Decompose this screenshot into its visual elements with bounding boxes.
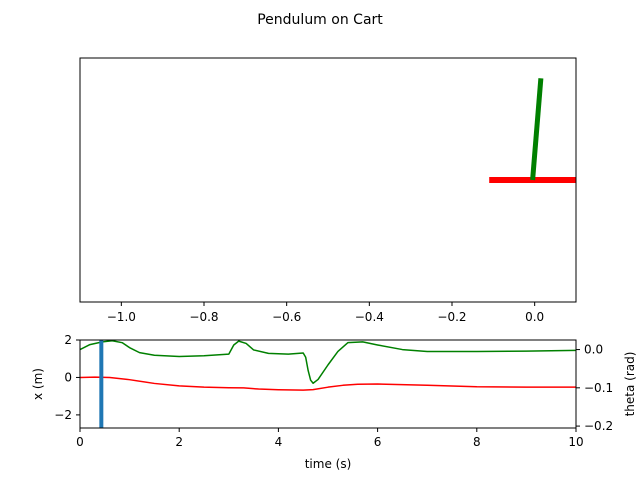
pendulum-line bbox=[530, 78, 544, 181]
y-right-tick-label: 0.0 bbox=[584, 343, 603, 357]
x-tick-label: −1.0 bbox=[107, 310, 136, 324]
y-right-tick-label: −0.1 bbox=[584, 381, 613, 395]
figure-title: Pendulum on Cart bbox=[257, 12, 383, 28]
y-axis-label: x (m) bbox=[31, 368, 45, 400]
animation-axes: −1.0 −0.8 −0.6 −0.4 −0.2 0.0 bbox=[79, 57, 577, 324]
x-tick-label: 0 bbox=[76, 435, 84, 449]
x-tick-label: −0.2 bbox=[437, 310, 466, 324]
x-tick-label: 10 bbox=[568, 435, 583, 449]
x-axis-label: time (s) bbox=[305, 457, 352, 471]
theta-series-line bbox=[80, 340, 576, 384]
y-tick-label: 0 bbox=[64, 370, 72, 384]
x-tick-label: 6 bbox=[374, 435, 382, 449]
x-series-line bbox=[80, 376, 576, 391]
x-tick-label: 4 bbox=[275, 435, 283, 449]
y-right-tick-label: −0.2 bbox=[584, 419, 613, 433]
y-tick-label: −2 bbox=[54, 408, 72, 422]
animation-axes-frame bbox=[79, 57, 577, 303]
x-tick-label: 8 bbox=[473, 435, 481, 449]
time-history-axes: 0 2 4 6 8 10 −202 0.0−0.1−0.2 time (s) x (m) … bbox=[31, 333, 637, 471]
y-tick-label: 2 bbox=[64, 333, 72, 347]
y-axis-label-right: theta (rad) bbox=[623, 352, 637, 417]
x-tick-label: 0.0 bbox=[525, 310, 544, 324]
x-tick-label: 2 bbox=[175, 435, 183, 449]
x-tick-label: −0.8 bbox=[189, 310, 218, 324]
time-history-axes-frame bbox=[79, 339, 577, 429]
x-tick-label: −0.6 bbox=[272, 310, 301, 324]
x-tick-label: −0.4 bbox=[355, 310, 384, 324]
